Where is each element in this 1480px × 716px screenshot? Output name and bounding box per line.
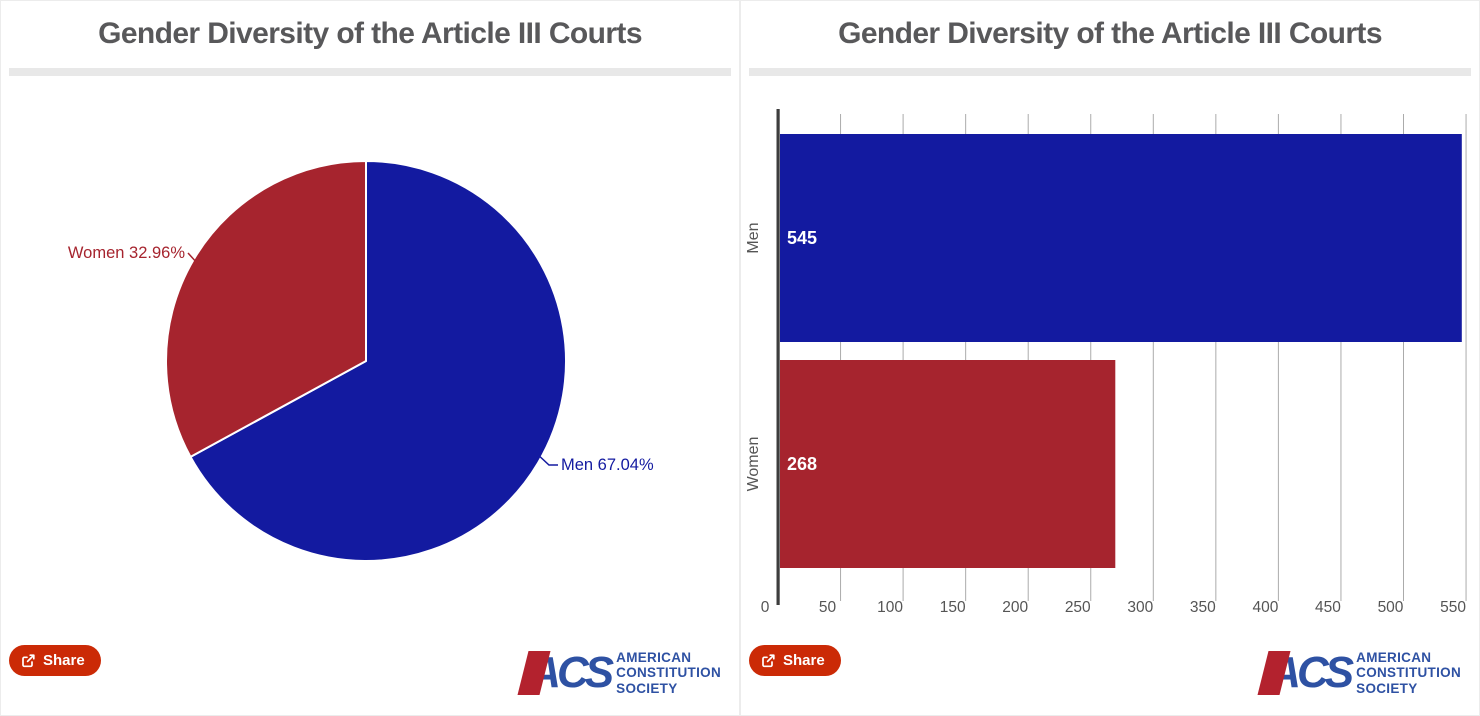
pie-label-women: Women 32.96%: [68, 244, 185, 262]
share-icon: [21, 653, 36, 668]
bar-chart-panel: Gender Diversity of the Article III Cour…: [740, 0, 1480, 716]
share-button[interactable]: Share: [9, 645, 101, 676]
share-button[interactable]: Share: [749, 645, 841, 676]
x-tick-label: 550: [1440, 599, 1466, 616]
x-tick-label: 450: [1315, 599, 1341, 616]
x-tick-label: 400: [1252, 599, 1278, 616]
bar-women[interactable]: [780, 360, 1116, 568]
acs-logo-mark: ACS: [1253, 649, 1354, 697]
share-icon: [761, 653, 776, 668]
x-tick-label: 200: [1002, 599, 1028, 616]
share-button-label: Share: [783, 652, 825, 669]
pie-chart: Women 32.96% Men 67.04%: [68, 160, 654, 562]
page-title: Gender Diversity of the Article III Cour…: [838, 17, 1382, 50]
acs-logo[interactable]: ACS AMERICAN CONSTITUTION SOCIETY: [1253, 649, 1461, 697]
y-axis-line: [776, 109, 780, 605]
acs-logo-line: AMERICAN: [1356, 649, 1432, 665]
x-tick-label: 350: [1190, 599, 1216, 616]
acs-logo-mark: ACS: [513, 649, 614, 697]
x-tick-label: 500: [1378, 599, 1404, 616]
bar-men[interactable]: [780, 134, 1462, 342]
acs-logo-line: CONSTITUTION: [1356, 665, 1461, 681]
pie-label-leader-women: [187, 252, 199, 265]
pie-label-leader-men: [534, 451, 558, 466]
acs-logo-wordmark: AMERICAN CONSTITUTION SOCIETY: [1356, 650, 1461, 697]
page-title: Gender Diversity of the Article III Cour…: [98, 17, 642, 50]
acs-logo[interactable]: ACS AMERICAN CONSTITUTION SOCIETY: [513, 649, 721, 697]
bar-chart: 0 50 100 150 200 250 300 350 400 450 500 550 545 Men 2…: [745, 109, 1467, 616]
pie-chart-panel: Gender Diversity of the Article III Cour…: [0, 0, 740, 716]
x-tick-label: 0: [761, 599, 770, 616]
acs-logo-line: SOCIETY: [1356, 680, 1418, 696]
x-tick-label: 300: [1127, 599, 1153, 616]
acs-logo-line: SOCIETY: [616, 680, 678, 696]
acs-logo-line: CONSTITUTION: [616, 665, 721, 681]
x-tick-label: 250: [1065, 599, 1091, 616]
category-label-women: Women: [745, 437, 762, 492]
share-button-label: Share: [43, 652, 85, 669]
x-tick-label: 150: [940, 599, 966, 616]
title-divider: [749, 68, 1471, 76]
pie-label-men: Men 67.04%: [561, 456, 654, 474]
bar-value-label: 545: [787, 228, 817, 248]
acs-logo-wordmark: AMERICAN CONSTITUTION SOCIETY: [616, 650, 721, 697]
category-label-men: Men: [745, 222, 762, 253]
pie-slice-men[interactable]: [189, 160, 568, 562]
bar-value-label: 268: [787, 454, 817, 474]
x-tick-label: 50: [819, 599, 837, 616]
acs-logo-line: AMERICAN: [616, 649, 692, 665]
x-tick-label: 100: [877, 599, 903, 616]
title-divider: [9, 68, 731, 76]
